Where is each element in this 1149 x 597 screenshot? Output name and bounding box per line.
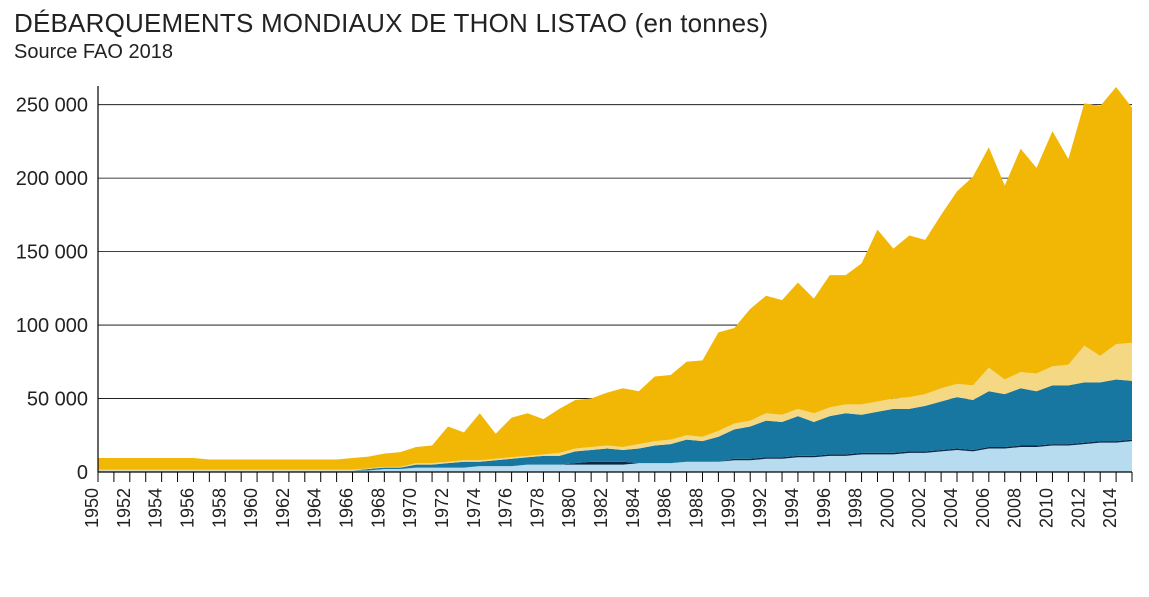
x-tick-label: 1960: [241, 488, 261, 528]
x-tick-label: 2004: [941, 488, 961, 528]
y-tick-label: 150 000: [16, 242, 88, 264]
y-tick-label: 200 000: [16, 168, 88, 190]
x-tick-label: 2006: [973, 488, 993, 528]
x-tick-label: 1958: [209, 488, 229, 528]
x-tick-label: 1980: [559, 488, 579, 528]
x-tick-label: 1968: [368, 488, 388, 528]
x-tick-label: 2002: [909, 488, 929, 528]
x-tick-label: 1962: [273, 488, 293, 528]
x-tick-label: 2012: [1068, 488, 1088, 528]
x-tick-label: 2008: [1005, 488, 1025, 528]
x-tick-label: 1996: [814, 488, 834, 528]
x-tick-label: 1994: [782, 488, 802, 528]
x-tick-label: 1970: [400, 488, 420, 528]
x-tick-label: 1998: [846, 488, 866, 528]
x-tick-label: 1972: [432, 488, 452, 528]
x-tick-label: 1964: [305, 488, 325, 528]
chart-container: DÉBARQUEMENTS MONDIAUX DE THON LISTAO (e…: [0, 0, 1149, 597]
x-tick-label: 1954: [146, 488, 166, 528]
x-tick-label: 1992: [750, 488, 770, 528]
x-tick-label: 1984: [623, 488, 643, 528]
x-tick-label: 1952: [114, 488, 134, 528]
x-tick-label: 2014: [1100, 488, 1120, 528]
x-tick-label: 2010: [1036, 488, 1056, 528]
x-tick-label: 1982: [591, 488, 611, 528]
x-tick-label: 1950: [82, 488, 102, 528]
y-tick-label: 250 000: [16, 95, 88, 117]
x-tick-label: 1988: [686, 488, 706, 528]
area-chart: 0 50 000 100 000 150 000 200 000 250 000 1950 1…: [14, 82, 1135, 587]
x-tick-label: 1974: [464, 488, 484, 528]
x-tick-label: 1956: [177, 488, 197, 528]
y-tick-label: 100 000: [16, 315, 88, 337]
x-tick-label: 1978: [527, 488, 547, 528]
x-tick-label: 1976: [496, 488, 516, 528]
title-bold: DÉBARQUEMENTS MONDIAUX DE THON LISTAO: [14, 8, 627, 38]
x-tick-label: 2000: [877, 488, 897, 528]
chart-source: Source FAO 2018: [14, 41, 1135, 64]
y-tick-label: 50 000: [27, 389, 88, 411]
chart-title: DÉBARQUEMENTS MONDIAUX DE THON LISTAO (e…: [14, 8, 1135, 39]
x-tick-label: 1986: [655, 488, 675, 528]
x-tick-label: 1990: [718, 488, 738, 528]
y-tick-label: 0: [77, 462, 88, 484]
title-light: (en tonnes): [627, 8, 768, 38]
x-tick-label: 1966: [337, 488, 357, 528]
chart-svg: 0 50 000 100 000 150 000 200 000 250 000 1950 1…: [14, 82, 1135, 582]
